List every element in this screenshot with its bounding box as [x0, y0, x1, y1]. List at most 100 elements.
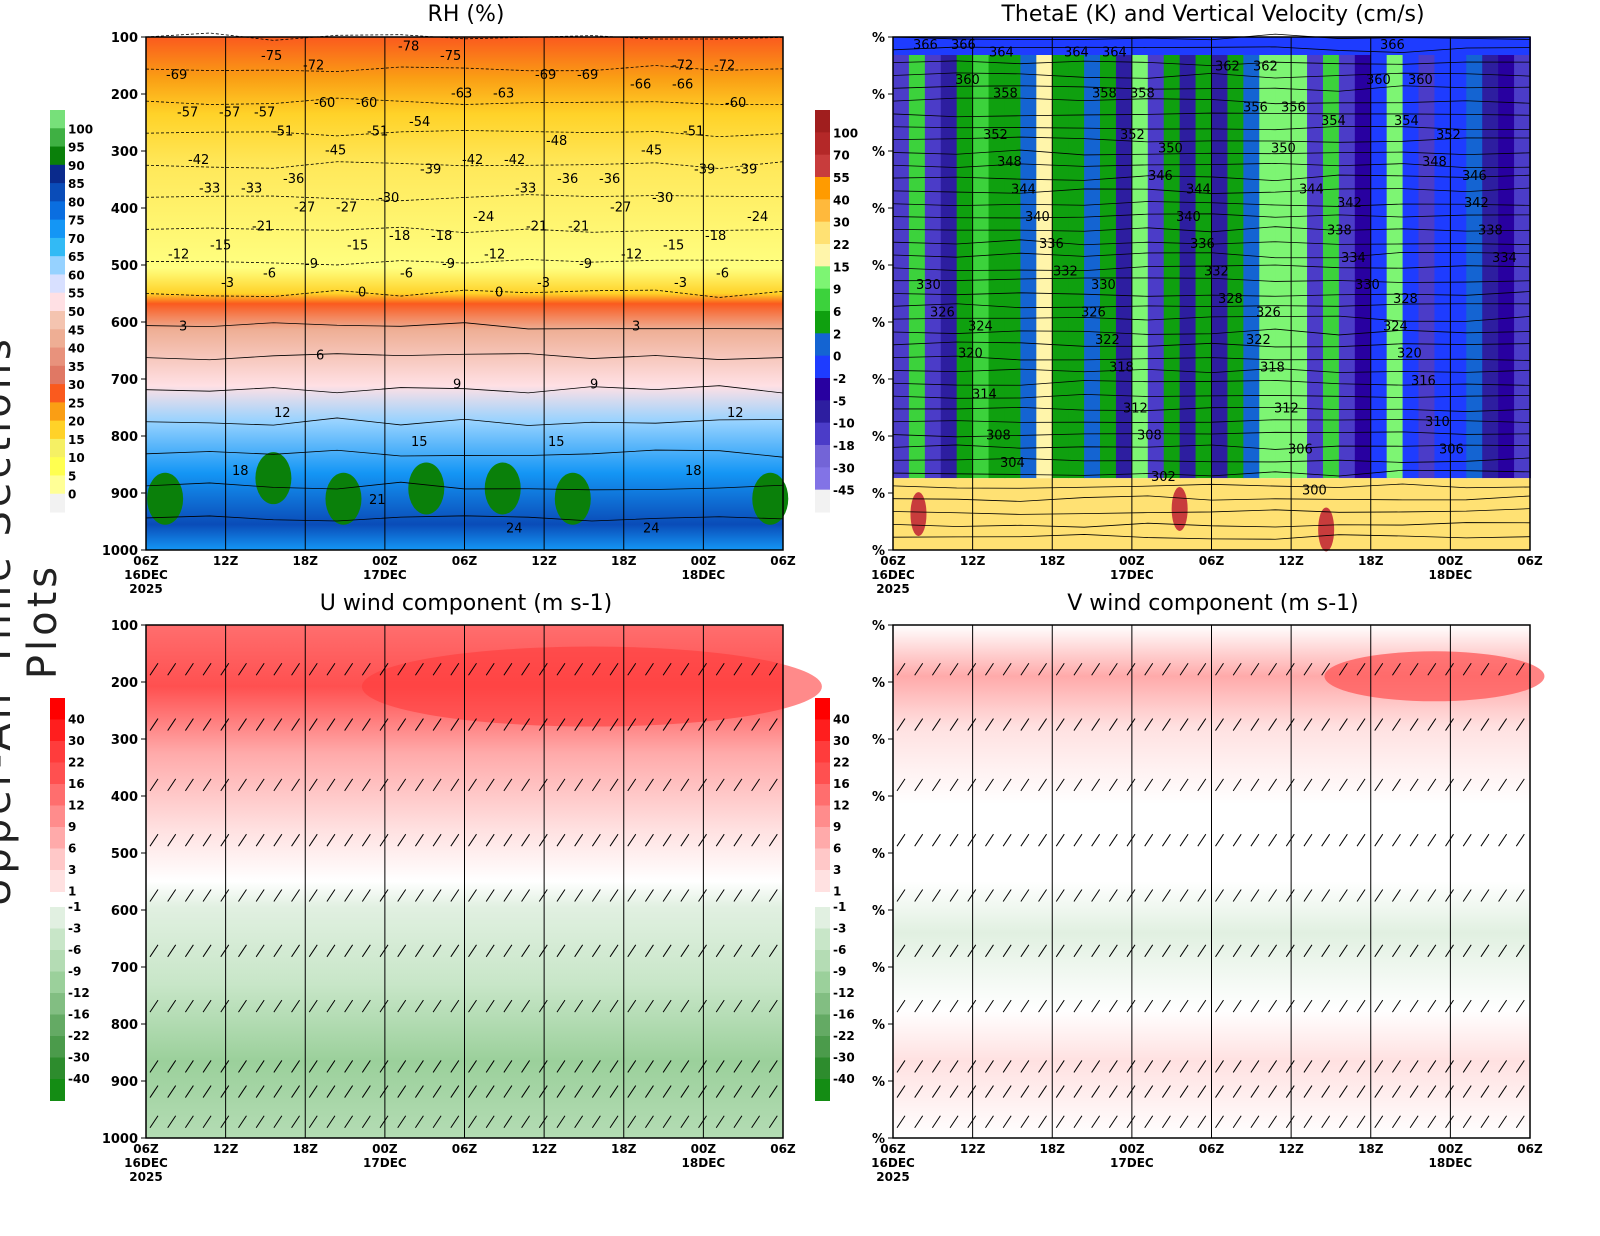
- contour-label: 324: [968, 319, 993, 334]
- wind-barb: [415, 999, 424, 1013]
- wind-barb: [1144, 1060, 1154, 1073]
- wind-barb: [521, 889, 530, 902]
- colorbar-swatch: [50, 784, 65, 806]
- contour-label: -69: [535, 68, 556, 83]
- x-tick-label: 06Z: [770, 1142, 796, 1156]
- colorbar-swatch: [50, 402, 65, 422]
- wind-barb: [1445, 662, 1454, 676]
- wind-barb: [1409, 1085, 1419, 1098]
- contour-label: -72: [672, 58, 693, 73]
- contour-label: 330: [916, 278, 941, 293]
- wind-barb: [273, 889, 283, 902]
- wind-barb: [1179, 1085, 1189, 1098]
- colorbar-swatch: [50, 164, 65, 184]
- wind-barb: [1055, 778, 1065, 792]
- wind-barb: [1445, 1085, 1454, 1098]
- wind-barb: [556, 1115, 566, 1129]
- wind-barb: [751, 944, 761, 958]
- wind-barb: [1462, 889, 1472, 902]
- x-tick-label: 18Z: [1040, 1142, 1066, 1156]
- wind-barb: [1197, 662, 1207, 676]
- wind-barb: [698, 1085, 707, 1098]
- wind-barb: [1020, 718, 1030, 731]
- wind-barb: [1162, 833, 1171, 847]
- wind-barb: [468, 1085, 477, 1098]
- wind-barb: [1126, 1060, 1136, 1073]
- contour-label: -36: [557, 172, 578, 187]
- wind-barb: [202, 778, 212, 792]
- x-tick-label: 12Z: [960, 1142, 986, 1156]
- contour-label: -9: [579, 257, 592, 272]
- wind-barb: [1055, 1060, 1065, 1073]
- wind-barb: [1338, 1085, 1348, 1098]
- wind-barb: [751, 889, 761, 902]
- colorbar-swatch: [50, 475, 65, 495]
- wind-barb: [1498, 778, 1508, 792]
- colorbar-swatch: [50, 698, 65, 720]
- velocity-cell: [1100, 37, 1117, 479]
- colorbar-label: -40: [68, 1072, 90, 1086]
- wind-barb: [574, 778, 584, 792]
- contour-label: 320: [958, 347, 983, 362]
- wind-barb: [485, 889, 495, 902]
- wind-barb: [1091, 889, 1101, 902]
- wind-barb: [1179, 1115, 1189, 1129]
- wind-barb: [733, 999, 743, 1013]
- y-tick-label: %: [872, 316, 885, 331]
- wind-barb: [1144, 944, 1154, 958]
- wind-barb: [326, 1060, 336, 1073]
- contour-label: -51: [367, 125, 388, 140]
- colorbar-label: 0: [68, 488, 76, 502]
- wind-barb: [1285, 889, 1295, 902]
- wind-barb: [1427, 1115, 1437, 1129]
- y-tick-label: 600: [111, 316, 138, 331]
- wind-barb: [1515, 944, 1525, 958]
- wind-barb: [768, 999, 778, 1013]
- contour-label: 364: [1102, 46, 1127, 61]
- wind-barb: [1073, 833, 1083, 847]
- wind-barb: [1215, 1085, 1224, 1098]
- wind-barb: [1091, 662, 1101, 676]
- wind-barb: [1179, 1060, 1189, 1073]
- wind-barb: [949, 833, 959, 847]
- colorbar-label: -40: [833, 1072, 855, 1086]
- colorbar-label: 80: [68, 195, 85, 209]
- colorbar-swatch: [50, 1014, 65, 1037]
- wind-barb: [609, 889, 619, 902]
- wind-barb: [662, 662, 672, 676]
- x-tick-label: 06Z: [1517, 554, 1543, 568]
- velocity-cell: [1434, 37, 1452, 479]
- wind-barb: [1392, 1115, 1401, 1129]
- wind-barb: [698, 1115, 707, 1129]
- contour-line: [145, 289, 784, 298]
- wind-barb: [202, 833, 212, 847]
- velocity-cell: [1386, 37, 1404, 479]
- x-tick-label: 18Z: [611, 1142, 637, 1156]
- wind-barb: [1480, 1085, 1490, 1098]
- wind-barb: [1392, 718, 1401, 731]
- wind-barb: [273, 944, 283, 958]
- wind-barb: [220, 1085, 230, 1098]
- contour-line: [145, 259, 784, 266]
- velocity-cell: [1147, 37, 1165, 479]
- wind-barb: [468, 662, 477, 676]
- wind-barb: [326, 718, 336, 731]
- contour-label: 338: [1327, 224, 1352, 239]
- colorbar-label: 100: [68, 122, 93, 136]
- wind-barb: [485, 662, 495, 676]
- contour-label: 340: [1176, 210, 1201, 225]
- wind-barb: [1144, 1085, 1154, 1098]
- contour-label: -54: [409, 115, 430, 130]
- wind-barb: [1038, 999, 1047, 1013]
- wind-barb: [1002, 944, 1012, 958]
- wind-barb: [1480, 999, 1490, 1013]
- wind-barb: [538, 944, 548, 958]
- contour-label: 9: [590, 377, 598, 392]
- wind-barb: [1268, 833, 1277, 847]
- colorbar-label: 22: [833, 756, 850, 770]
- x-tick-label: 00Z: [372, 554, 398, 568]
- wind-barb: [1515, 1060, 1525, 1073]
- wind-barb: [308, 944, 318, 958]
- wind-barb: [1356, 889, 1366, 902]
- y-tick-label: %: [872, 544, 885, 559]
